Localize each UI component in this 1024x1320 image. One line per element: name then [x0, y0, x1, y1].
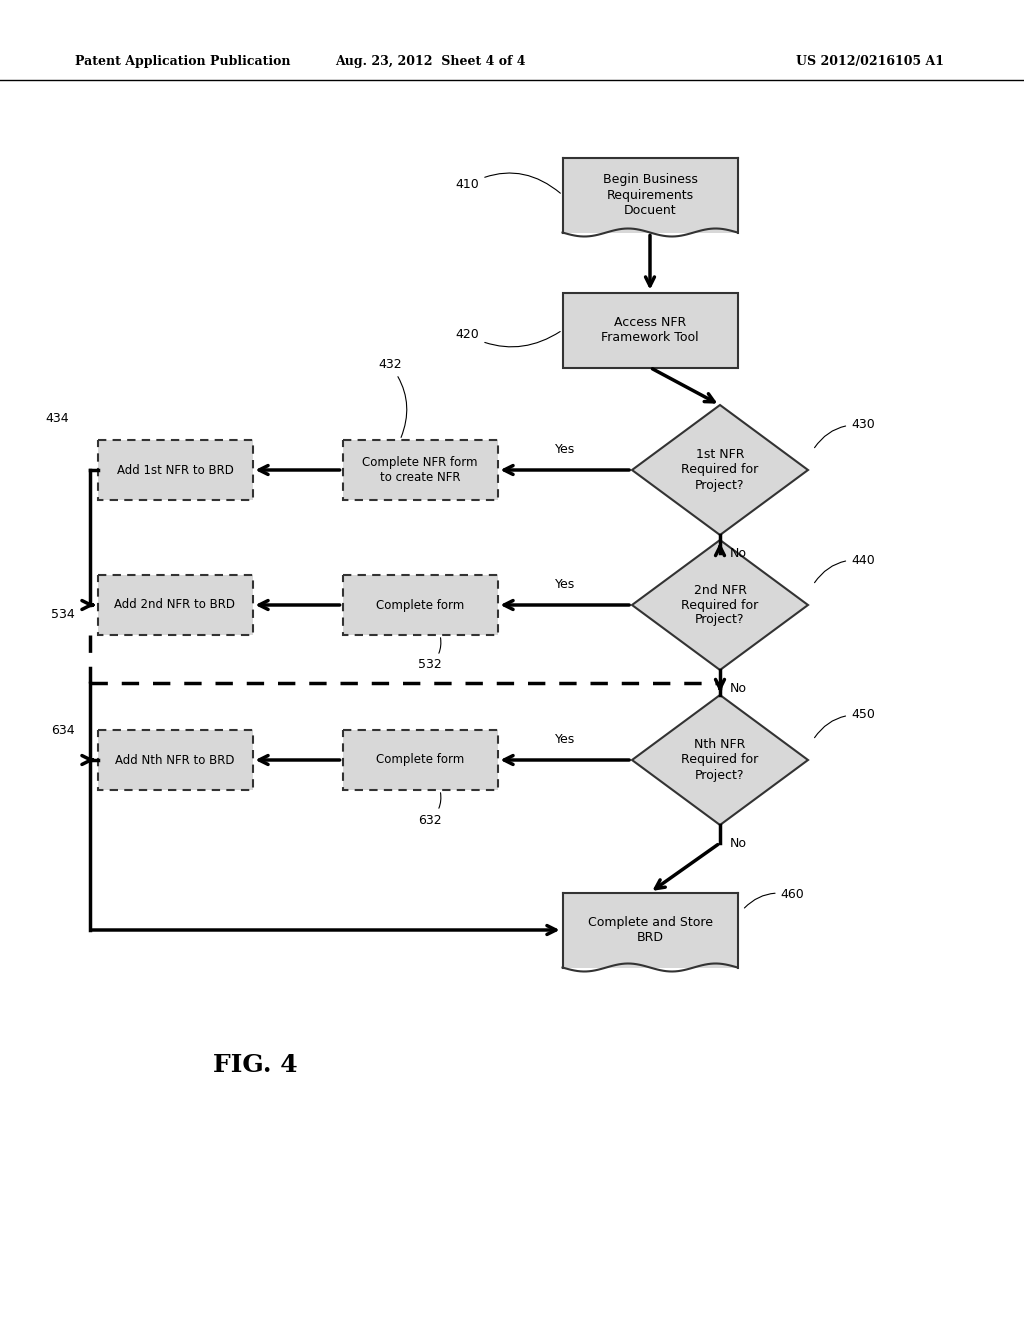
- Text: Complete form: Complete form: [376, 754, 464, 767]
- Text: 420: 420: [456, 329, 560, 347]
- Text: US 2012/0216105 A1: US 2012/0216105 A1: [796, 55, 944, 69]
- Polygon shape: [632, 540, 808, 671]
- Text: 410: 410: [456, 173, 560, 193]
- Text: 532: 532: [418, 638, 442, 672]
- Text: Add 1st NFR to BRD: Add 1st NFR to BRD: [117, 463, 233, 477]
- Text: Add Nth NFR to BRD: Add Nth NFR to BRD: [116, 754, 234, 767]
- Text: 432: 432: [378, 359, 407, 437]
- Bar: [97, 730, 253, 789]
- Text: Complete form: Complete form: [376, 598, 464, 611]
- Text: Nth NFR
Required for
Project?: Nth NFR Required for Project?: [681, 738, 759, 781]
- Bar: [97, 576, 253, 635]
- Text: 1st NFR
Required for
Project?: 1st NFR Required for Project?: [681, 449, 759, 491]
- Text: 534: 534: [51, 609, 75, 622]
- Text: Aug. 23, 2012  Sheet 4 of 4: Aug. 23, 2012 Sheet 4 of 4: [335, 55, 525, 69]
- Text: Complete NFR form
to create NFR: Complete NFR form to create NFR: [362, 455, 478, 484]
- Bar: [562, 293, 737, 367]
- Bar: [342, 440, 498, 500]
- Bar: [342, 730, 498, 789]
- Text: Access NFR
Framework Tool: Access NFR Framework Tool: [601, 315, 698, 345]
- Text: Yes: Yes: [555, 444, 574, 455]
- Text: 634: 634: [51, 723, 75, 737]
- Text: 460: 460: [744, 888, 805, 908]
- Bar: [562, 157, 737, 232]
- Bar: [97, 440, 253, 500]
- Text: No: No: [730, 682, 746, 696]
- Text: 632: 632: [418, 793, 441, 826]
- Text: No: No: [730, 837, 746, 850]
- Text: FIG. 4: FIG. 4: [213, 1053, 297, 1077]
- Polygon shape: [632, 696, 808, 825]
- Polygon shape: [632, 405, 808, 535]
- Text: Yes: Yes: [555, 733, 574, 746]
- Text: Complete and Store
BRD: Complete and Store BRD: [588, 916, 713, 944]
- Text: 430: 430: [814, 418, 874, 447]
- Text: 440: 440: [814, 553, 874, 582]
- Bar: [562, 892, 737, 968]
- Bar: [342, 576, 498, 635]
- Text: Yes: Yes: [555, 578, 574, 591]
- Text: Begin Business
Requirements
Docuent: Begin Business Requirements Docuent: [602, 173, 697, 216]
- Text: 450: 450: [814, 709, 874, 738]
- Text: 434: 434: [46, 412, 70, 425]
- Text: No: No: [730, 546, 746, 560]
- Text: Add 2nd NFR to BRD: Add 2nd NFR to BRD: [115, 598, 236, 611]
- Text: 2nd NFR
Required for
Project?: 2nd NFR Required for Project?: [681, 583, 759, 627]
- Text: Patent Application Publication: Patent Application Publication: [75, 55, 291, 69]
